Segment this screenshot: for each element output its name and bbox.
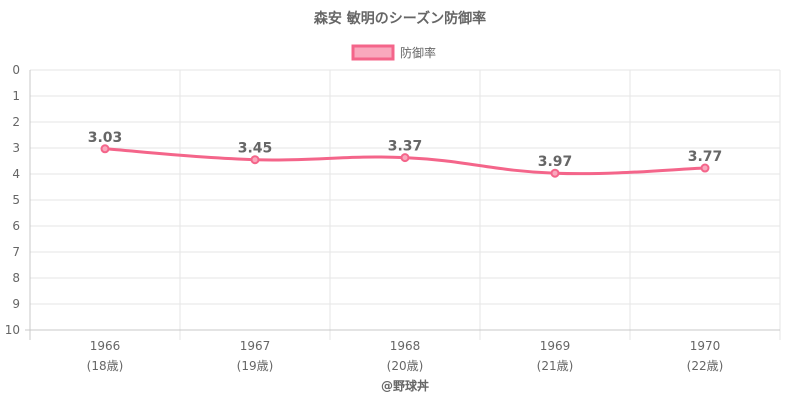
data-label: 3.45 bbox=[238, 141, 273, 157]
y-tick-label: 2 bbox=[12, 115, 20, 129]
data-label: 3.97 bbox=[538, 154, 573, 170]
x-tick-label: 1966 bbox=[90, 339, 121, 353]
y-tick-label: 1 bbox=[12, 89, 20, 103]
data-point bbox=[100, 144, 110, 154]
x-tick-sublabel: (20歳) bbox=[387, 359, 424, 373]
data-label: 3.77 bbox=[688, 149, 723, 165]
data-label: 3.37 bbox=[388, 139, 423, 155]
x-tick-label: 1967 bbox=[240, 339, 271, 353]
chart-title: 森安 敏明のシーズン防御率 bbox=[314, 10, 486, 27]
credit-text: @野球丼 bbox=[381, 378, 429, 393]
x-tick-sublabel: (18歳) bbox=[87, 359, 124, 373]
data-label: 3.03 bbox=[88, 130, 123, 146]
x-tick-sublabel: (22歳) bbox=[687, 359, 724, 373]
y-tick-label: 6 bbox=[12, 219, 20, 233]
y-tick-label: 7 bbox=[12, 245, 20, 259]
data-point bbox=[250, 155, 260, 165]
grid-layer bbox=[29, 69, 781, 340]
y-tick-label: 5 bbox=[12, 193, 20, 207]
y-tick-label: 3 bbox=[12, 141, 20, 155]
x-tick-label: 1968 bbox=[390, 339, 421, 353]
x-tick-sublabel: (19歳) bbox=[237, 359, 274, 373]
data-point bbox=[400, 153, 410, 163]
data-point bbox=[550, 168, 560, 178]
y-tick-label: 4 bbox=[12, 167, 20, 181]
x-tick-label: 1970 bbox=[690, 339, 721, 353]
series-layer bbox=[100, 144, 710, 178]
legend-label: 防御率 bbox=[400, 45, 436, 60]
x-tick-sublabel: (21歳) bbox=[537, 359, 574, 373]
x-tick-label: 1969 bbox=[540, 339, 571, 353]
y-tick-label: 10 bbox=[5, 323, 20, 337]
legend[interactable]: 防御率 bbox=[351, 44, 436, 61]
x-axis: 1966 (18歳) 1967 (19歳) 1968 (20歳) 1969 (21歳) 1970… bbox=[25, 329, 780, 373]
y-tick-label: 0 bbox=[12, 63, 20, 77]
data-labels: 3.03 3.45 3.37 3.97 3.77 bbox=[88, 130, 723, 170]
data-point bbox=[700, 163, 710, 173]
y-tick-label: 9 bbox=[12, 297, 20, 311]
y-axis: 0 1 2 3 4 5 6 7 8 9 10 bbox=[5, 63, 31, 340]
y-tick-label: 8 bbox=[12, 271, 20, 285]
legend-swatch bbox=[351, 44, 395, 61]
